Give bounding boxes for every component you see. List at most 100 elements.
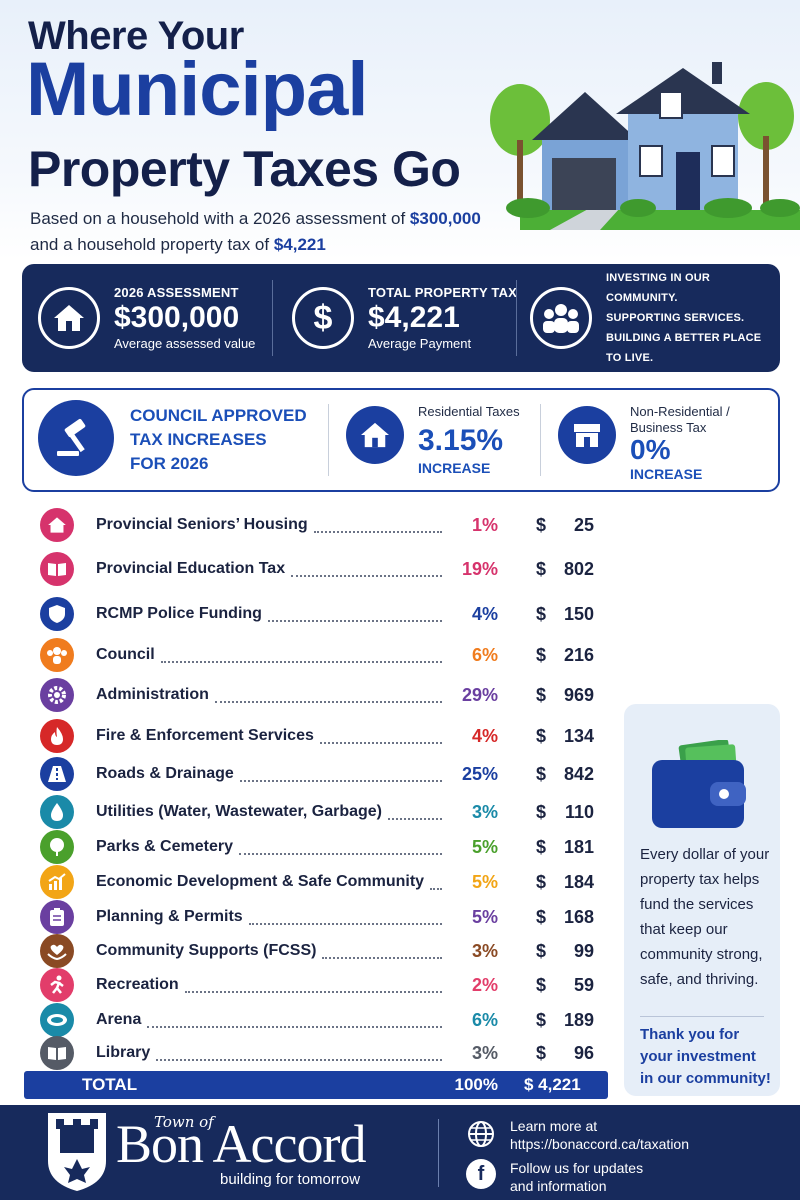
breakdown-label: Library [96, 1044, 151, 1061]
gear-icon [40, 678, 74, 712]
dot-leader [240, 780, 442, 782]
subtitle-assessment-amount: $300,000 [409, 209, 481, 228]
breakdown-label: Fire & Enforcement Services [96, 727, 314, 744]
side-card-text: Every dollar of your property tax helps … [640, 846, 770, 988]
breakdown-percent: 25% [461, 764, 498, 784]
breakdown-amount: 25 [573, 515, 594, 535]
summary-box: 2026 ASSESSMENT $300,000 Average assesse… [22, 264, 780, 372]
globe-icon [468, 1121, 494, 1147]
gavel-icon [38, 400, 114, 476]
dot-leader [430, 888, 442, 890]
council-title-line-1: COUNCIL APPROVED [130, 406, 307, 425]
mission-line-2: SUPPORTING SERVICES. [606, 312, 745, 324]
breakdown-label: RCMP Police Funding [96, 605, 262, 622]
breakdown-row: Library 3% $96 [40, 1036, 600, 1070]
wallet-icon [652, 740, 746, 828]
dollar-sign: $ [536, 907, 547, 927]
breakdown-percent: 4% [471, 604, 498, 624]
council-title-line-3: FOR 2026 [130, 454, 209, 473]
breakdown-row: Provincial Seniors’ Housing 1% $25 [40, 508, 600, 542]
book-open-icon [40, 1036, 74, 1070]
breakdown-amount: 842 [563, 764, 594, 784]
dot-leader [161, 661, 442, 663]
subtitle-line-1-text: Based on a household with a 2026 assessm… [30, 209, 410, 228]
assessment-value: $300,000 [114, 301, 240, 334]
growth-chart-icon [40, 865, 74, 899]
dot-leader [147, 1026, 442, 1028]
tax-sub: Average Payment [368, 336, 472, 351]
breakdown-amount: 168 [563, 907, 594, 927]
breakdown-percent: 3% [471, 802, 498, 822]
breakdown-amount: 181 [563, 837, 594, 857]
breakdown-label: Economic Development & Safe Community [96, 873, 425, 890]
side-card: Every dollar of your property tax helps … [624, 704, 780, 1096]
dollar-sign: $ [536, 559, 547, 579]
breakdown-label: Provincial Seniors’ Housing [96, 516, 308, 533]
taxation-link[interactable]: https://bonaccord.ca/taxation [510, 1136, 689, 1152]
dot-leader [322, 957, 442, 959]
breakdown-label: Parks & Cemetery [96, 838, 233, 855]
title-line-1: Where Your [28, 14, 244, 58]
water-drop-icon [40, 795, 74, 829]
breakdown-amount: 189 [563, 1010, 594, 1030]
dot-leader [314, 531, 442, 533]
mission-summary: INVESTING IN OUR COMMUNITY. SUPPORTING S… [530, 264, 780, 372]
dollar-sign: $ [536, 941, 547, 961]
breakdown-row: Council 6% $216 [40, 638, 600, 672]
divider [540, 404, 541, 476]
dollar-sign: $ [536, 515, 547, 535]
facebook-icon[interactable]: f [466, 1159, 496, 1189]
dollar-sign: $ [536, 872, 547, 892]
follow-line-2: and information [510, 1178, 607, 1194]
mission-line-3: BUILDING A BETTER PLACE TO LIVE. [606, 332, 762, 364]
subtitle: Based on a household with a 2026 assessm… [30, 206, 481, 258]
house-icon [40, 508, 74, 542]
breakdown-row: Fire & Enforcement Services 4% $134 [40, 719, 600, 753]
mission-line-1: INVESTING IN OUR COMMUNITY. [606, 272, 711, 304]
dot-leader [215, 701, 442, 703]
residential-sub: INCREASE [418, 460, 491, 476]
breakdown-amount: 134 [563, 726, 594, 746]
house-icon [38, 287, 100, 349]
breakdown-amount: 59 [573, 975, 594, 995]
breakdown-label: Planning & Permits [96, 908, 243, 925]
people-icon [40, 638, 74, 672]
side-card-thanks: Thank you for your investment in our com… [640, 1026, 771, 1087]
dollar-sign: $ [536, 837, 547, 857]
dot-leader [320, 742, 442, 744]
council-box: COUNCIL APPROVED TAX INCREASES FOR 2026 … [22, 388, 780, 492]
town-crest-icon [48, 1113, 106, 1191]
breakdown-label: Recreation [96, 976, 179, 993]
learn-more-line-1: Learn more at [510, 1118, 598, 1134]
divider [272, 280, 273, 356]
runner-icon [40, 968, 74, 1002]
house-illustration [490, 62, 800, 230]
breakdown-percent: 5% [471, 837, 498, 857]
town-tagline: building for tomorrow [220, 1171, 361, 1188]
book-icon [40, 552, 74, 586]
breakdown-row: RCMP Police Funding 4% $150 [40, 597, 600, 631]
road-icon [40, 757, 74, 791]
breakdown-amount: 99 [573, 941, 594, 961]
breakdown-label: Utilities (Water, Wastewater, Garbage) [96, 803, 383, 820]
town-name: Bon Accord [116, 1114, 366, 1174]
nonres-label: Non-Residential / Business Tax [630, 404, 730, 436]
dollar-sign: $ [536, 645, 547, 665]
breakdown-row: Utilities (Water, Wastewater, Garbage) 3%… [40, 795, 600, 829]
breakdown-row: Arena 6% $189 [40, 1003, 600, 1037]
breakdown-percent: 4% [471, 726, 498, 746]
subtitle-tax-amount: $4,221 [273, 235, 326, 254]
residential-label: Residential Taxes [418, 404, 520, 419]
dollar-sign: $ [536, 1010, 547, 1030]
dollar-sign: $ [536, 764, 547, 784]
breakdown-percent: 3% [471, 1043, 498, 1063]
assessment-sub: Average assessed value [114, 336, 256, 351]
dot-leader [268, 620, 442, 622]
breakdown-row: Economic Development & Safe Community 5% $… [40, 865, 600, 899]
follow-text: Follow us for updates and information [510, 1159, 643, 1195]
flame-icon [40, 719, 74, 753]
breakdown-percent: 6% [471, 645, 498, 665]
dot-leader [249, 923, 442, 925]
breakdown-percent: 19% [461, 559, 498, 579]
breakdown-label: Administration [96, 686, 209, 703]
